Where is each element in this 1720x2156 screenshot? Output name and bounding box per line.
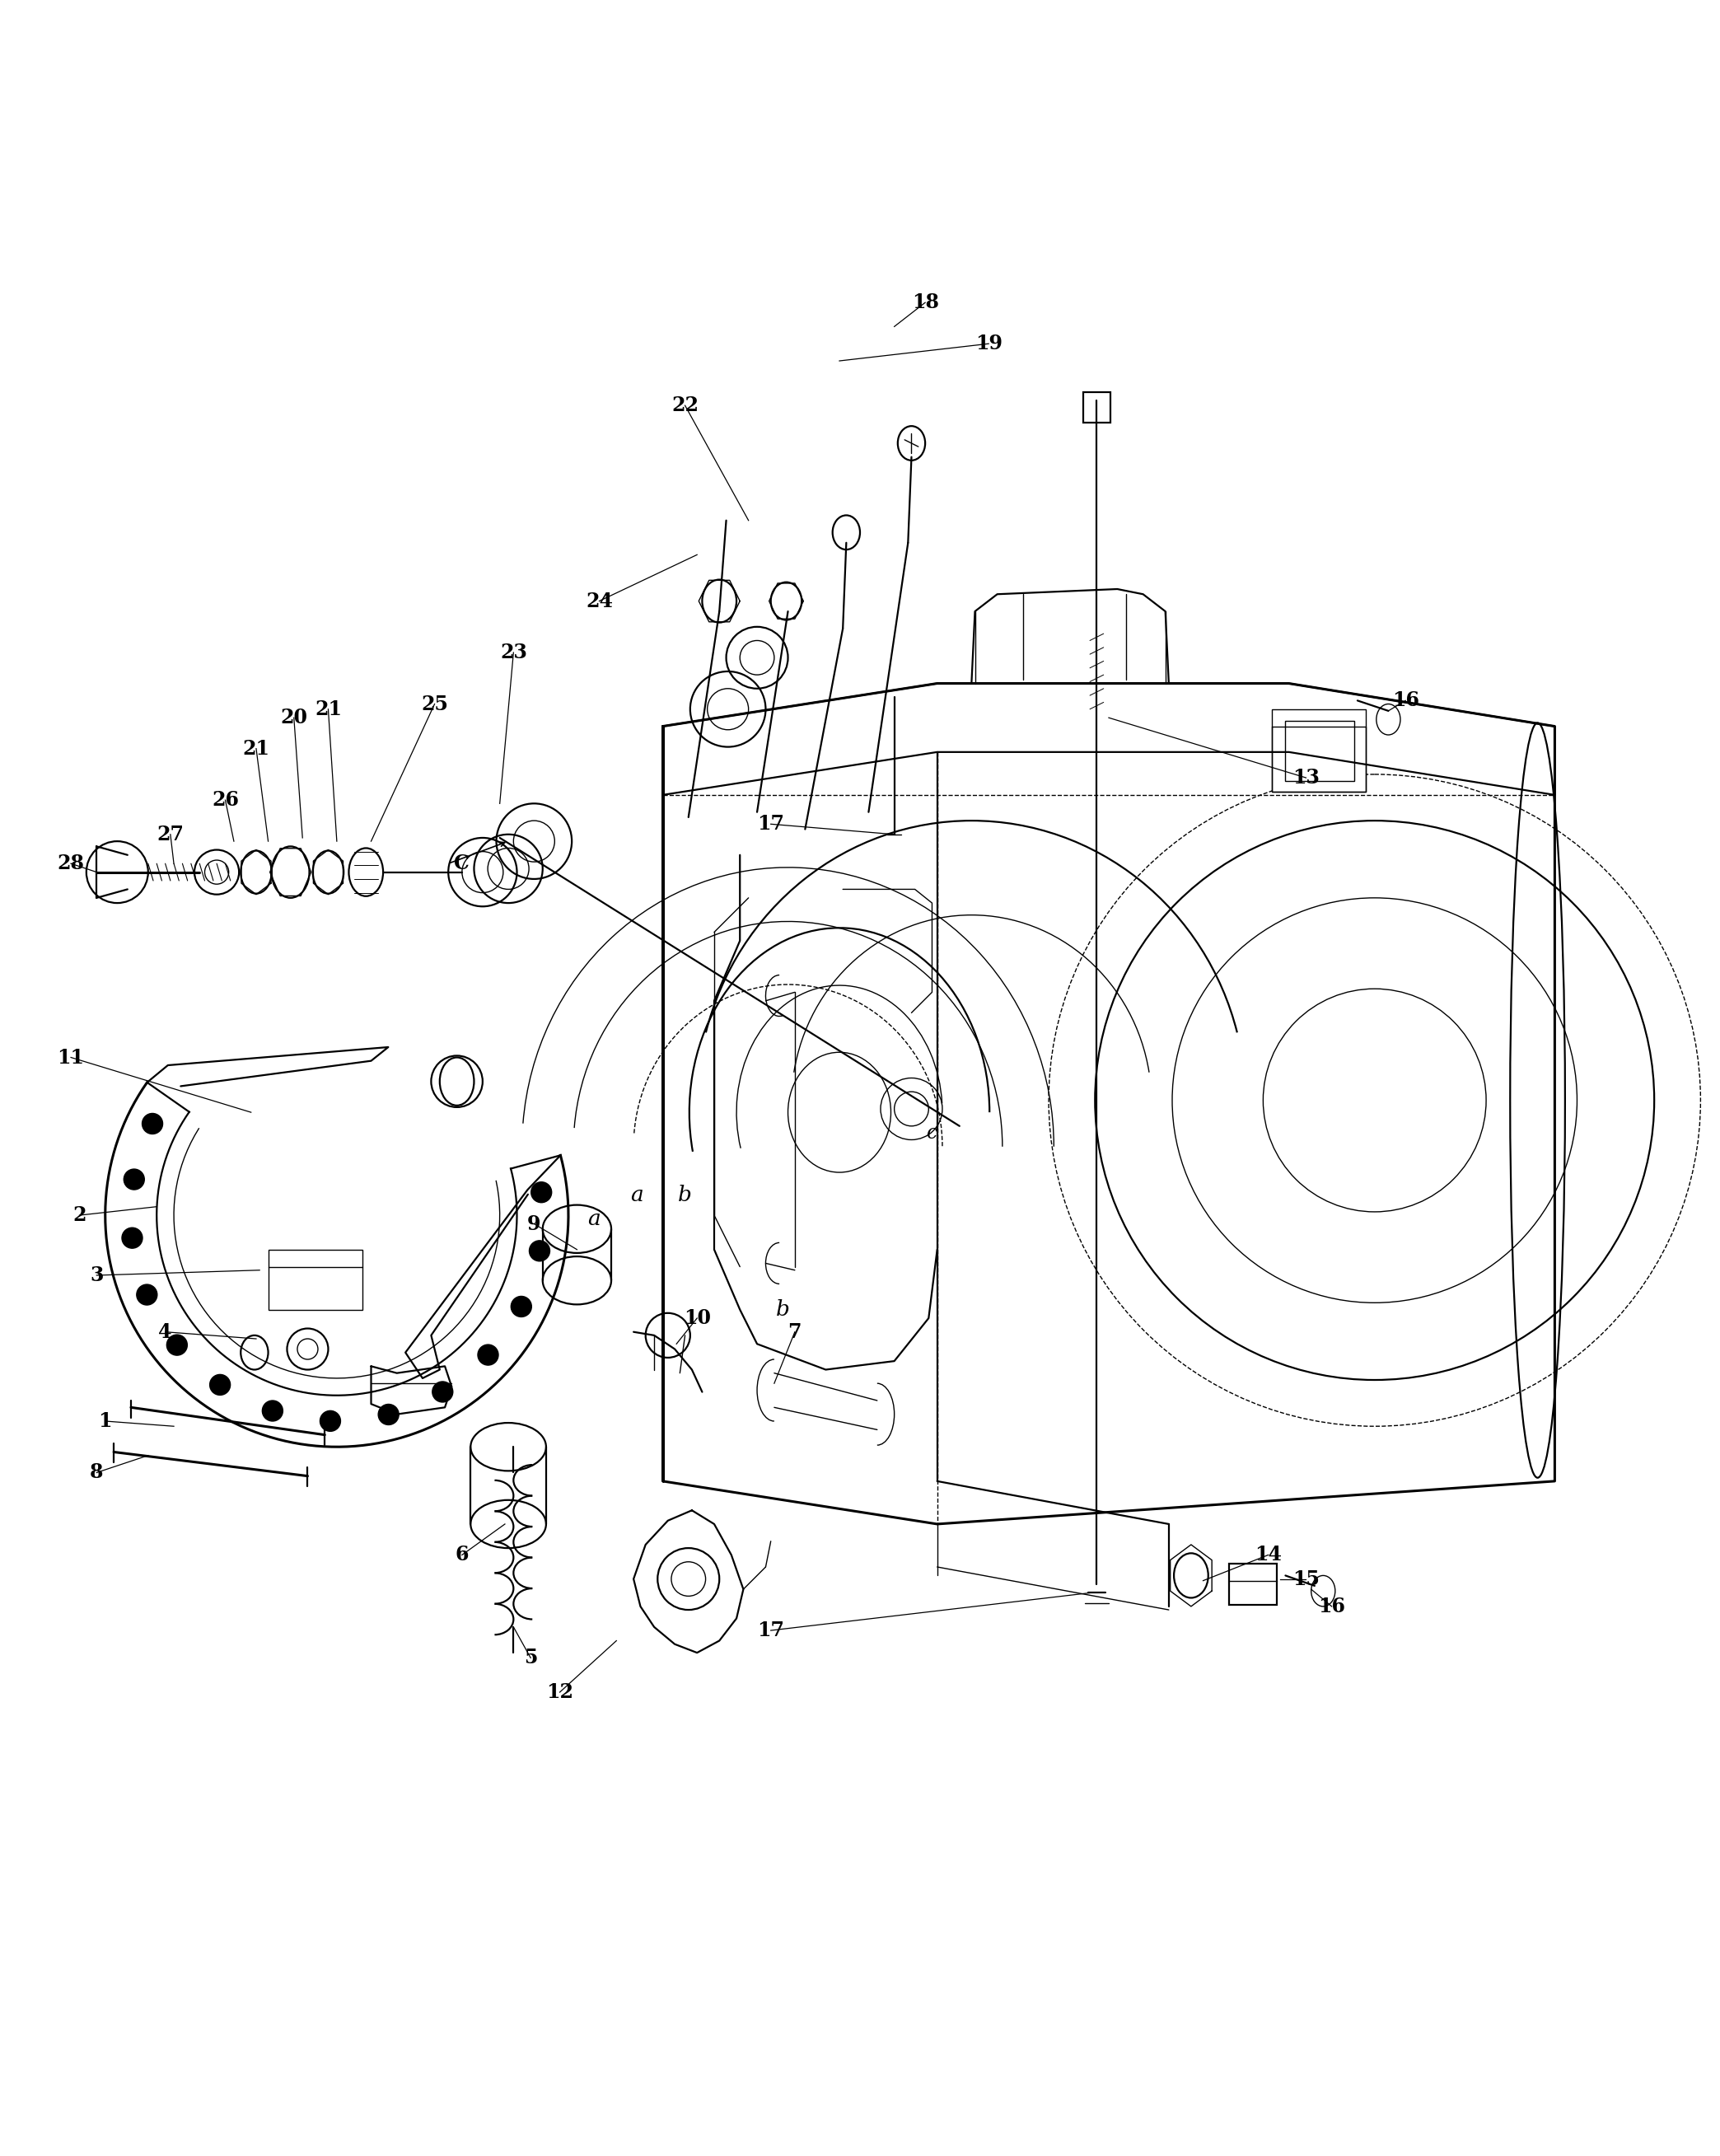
Text: b: b — [678, 1184, 691, 1205]
Text: 2: 2 — [72, 1205, 86, 1225]
Text: 6: 6 — [456, 1546, 470, 1565]
Circle shape — [478, 1345, 499, 1365]
Text: 7: 7 — [788, 1322, 802, 1341]
Circle shape — [320, 1410, 341, 1432]
Bar — [268, 1250, 363, 1309]
Text: 16: 16 — [1318, 1598, 1345, 1617]
Circle shape — [143, 1112, 163, 1134]
Circle shape — [210, 1376, 230, 1395]
Text: 3: 3 — [89, 1266, 103, 1285]
Bar — [1271, 709, 1366, 791]
Bar — [1084, 392, 1111, 423]
Text: 19: 19 — [975, 334, 1003, 354]
Text: 11: 11 — [57, 1048, 84, 1067]
Text: a: a — [631, 1184, 643, 1205]
Bar — [1285, 720, 1354, 780]
Text: 13: 13 — [1292, 768, 1319, 787]
Text: a: a — [588, 1207, 600, 1229]
Circle shape — [124, 1169, 144, 1190]
Text: 20: 20 — [280, 707, 308, 727]
Text: 17: 17 — [757, 1621, 784, 1641]
Text: 27: 27 — [157, 824, 184, 845]
Text: 1: 1 — [98, 1412, 112, 1432]
Text: 10: 10 — [683, 1309, 710, 1328]
Text: c: c — [927, 1123, 937, 1143]
Text: 23: 23 — [501, 642, 526, 662]
Text: 22: 22 — [671, 395, 698, 416]
Text: b: b — [776, 1300, 789, 1319]
Text: 21: 21 — [315, 699, 342, 720]
Text: 4: 4 — [158, 1322, 172, 1341]
Text: C: C — [454, 854, 470, 873]
Text: 17: 17 — [757, 815, 784, 834]
Text: 12: 12 — [547, 1682, 573, 1701]
Text: 25: 25 — [421, 694, 449, 714]
Circle shape — [261, 1401, 282, 1421]
Circle shape — [531, 1181, 552, 1203]
Circle shape — [432, 1382, 452, 1401]
Circle shape — [378, 1404, 399, 1425]
Text: 5: 5 — [525, 1647, 537, 1669]
Circle shape — [530, 1240, 550, 1261]
Text: 16: 16 — [1391, 690, 1419, 711]
Circle shape — [122, 1227, 143, 1248]
Circle shape — [136, 1285, 157, 1304]
Text: 14: 14 — [1254, 1546, 1281, 1565]
Text: 21: 21 — [243, 740, 270, 759]
Text: 28: 28 — [57, 854, 84, 873]
Bar — [1228, 1563, 1276, 1604]
Text: 24: 24 — [587, 591, 612, 610]
Text: 26: 26 — [212, 791, 239, 811]
Text: 9: 9 — [528, 1214, 540, 1233]
Text: 18: 18 — [912, 293, 939, 313]
Circle shape — [511, 1296, 531, 1317]
Text: 15: 15 — [1292, 1570, 1319, 1589]
Circle shape — [167, 1335, 187, 1356]
Text: 8: 8 — [89, 1462, 103, 1483]
